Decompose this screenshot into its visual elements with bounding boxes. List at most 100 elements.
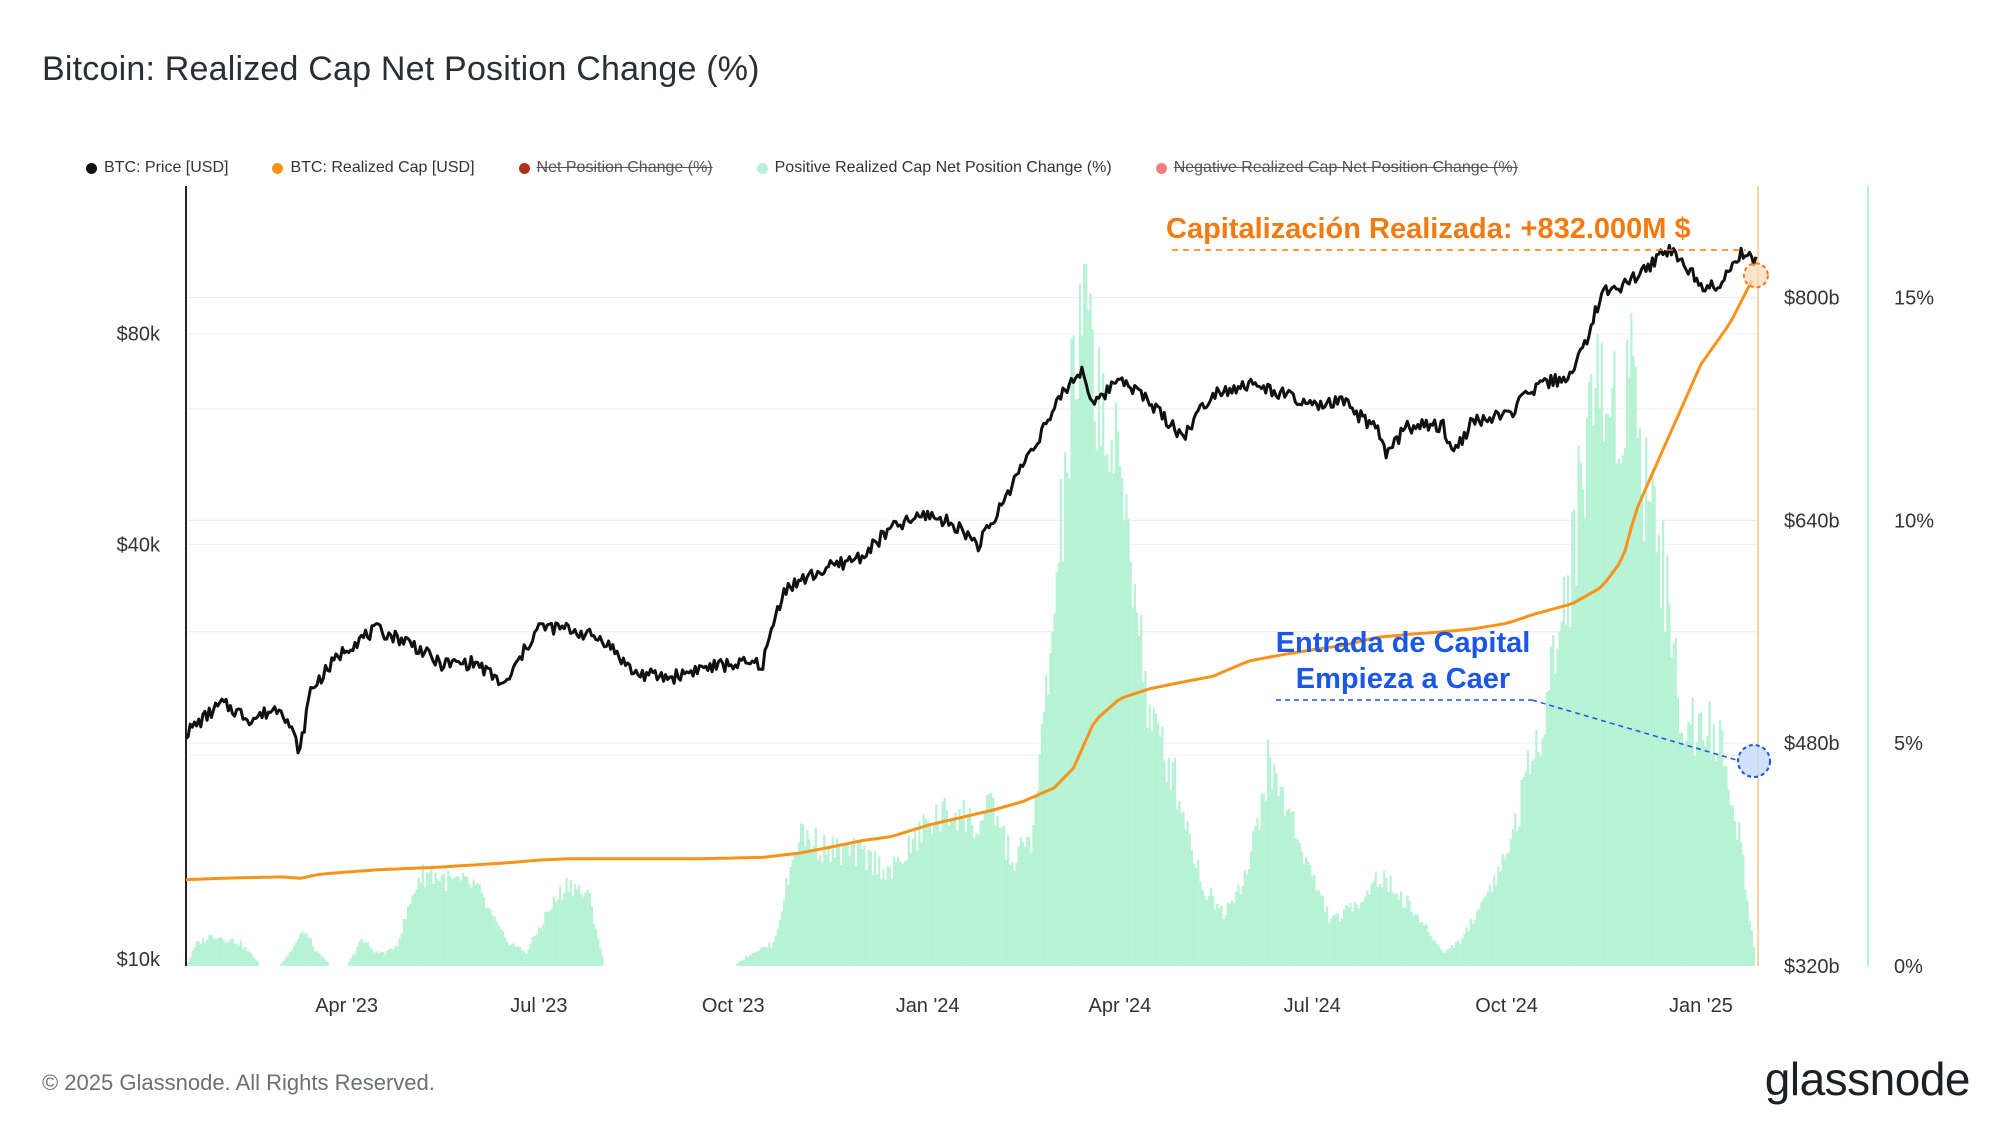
positive-change-bar <box>280 963 283 966</box>
positive-change-bar <box>1499 871 1502 966</box>
y-left-tick-label: $80k <box>117 324 161 346</box>
positive-change-bar <box>1700 712 1703 966</box>
positive-change-bar <box>1459 943 1462 966</box>
positive-change-bar <box>1264 800 1267 966</box>
positive-change-bar <box>1442 952 1445 966</box>
positive-change-bar <box>521 950 524 966</box>
positive-change-bar <box>1112 473 1115 966</box>
positive-change-bar <box>311 946 315 966</box>
legend-item[interactable]: BTC: Price [USD] <box>86 159 228 177</box>
positive-change-bar <box>1323 912 1327 966</box>
positive-change-bar <box>755 952 758 966</box>
positive-change-bar <box>804 845 807 966</box>
positive-change-bar <box>1123 520 1126 966</box>
positive-change-bar <box>523 951 526 966</box>
positive-change-bar <box>1061 562 1065 966</box>
legend-item[interactable]: BTC: Realized Cap [USD] <box>272 159 475 177</box>
positive-change-bar <box>597 938 600 966</box>
positive-change-bar <box>377 952 380 966</box>
positive-change-bar <box>1135 612 1139 966</box>
positive-change-bar <box>1444 952 1447 966</box>
positive-change-bar <box>922 814 925 966</box>
positive-change-bar <box>911 838 915 966</box>
positive-change-bar <box>1347 907 1350 966</box>
positive-change-bar <box>740 960 743 966</box>
positive-change-bar <box>1482 898 1485 966</box>
positive-change-bar <box>949 820 953 966</box>
positive-change-bar <box>1596 334 1599 966</box>
positive-change-bar <box>434 872 437 966</box>
legend-item[interactable]: Net Position Change (%) <box>518 159 713 177</box>
positive-change-bar <box>1038 754 1041 966</box>
positive-change-bar <box>1689 724 1692 966</box>
positive-change-bar <box>1541 738 1544 966</box>
positive-change-bar <box>861 848 864 966</box>
positive-change-bar <box>506 941 509 966</box>
positive-change-bar <box>417 877 420 966</box>
positive-change-bar <box>453 877 456 966</box>
positive-change-bar <box>1152 707 1156 966</box>
positive-change-bar <box>1266 739 1270 966</box>
positive-change-bar <box>749 955 752 966</box>
positive-change-bar <box>1138 636 1141 966</box>
positive-change-bar <box>1064 452 1067 966</box>
positive-change-bar <box>559 886 562 966</box>
positive-change-bar <box>1522 776 1525 966</box>
positive-change-bar <box>776 929 779 966</box>
positive-change-bar <box>1438 946 1441 966</box>
positive-change-bar <box>1706 735 1709 966</box>
positive-change-bar <box>400 933 403 966</box>
positive-change-bar <box>366 942 370 966</box>
positive-change-bar <box>1678 732 1682 966</box>
positive-change-bar <box>1573 509 1576 966</box>
positive-change-bar <box>466 877 469 966</box>
positive-change-bar <box>383 954 386 966</box>
positive-change-bar <box>1376 886 1379 966</box>
positive-change-bar <box>1211 895 1215 966</box>
y-mid-tick-label: $320b <box>1784 956 1840 978</box>
positive-change-bar <box>1733 821 1737 966</box>
positive-change-bar <box>1476 910 1479 966</box>
positive-change-bar <box>208 935 211 966</box>
positive-change-bar <box>916 851 919 966</box>
positive-change-bar <box>575 889 579 966</box>
positive-change-bar <box>846 844 849 966</box>
positive-change-bar <box>1588 381 1591 966</box>
positive-change-bar <box>1097 347 1101 966</box>
positive-change-bar <box>282 960 285 966</box>
legend-item[interactable]: Positive Realized Cap Net Position Chang… <box>756 159 1112 177</box>
positive-change-bar <box>926 821 929 966</box>
positive-change-bar <box>349 958 353 966</box>
positive-change-bar <box>772 942 775 966</box>
positive-change-bar <box>1298 842 1301 966</box>
positive-change-bar <box>977 834 980 966</box>
positive-change-bar <box>1649 501 1652 966</box>
positive-change-bar <box>548 911 551 966</box>
positive-change-bar <box>210 934 213 966</box>
realized-cap-line <box>185 280 1754 882</box>
positive-change-bar <box>1385 877 1388 966</box>
legend-item[interactable]: Negative Realized Cap Net Position Chang… <box>1155 159 1518 177</box>
positive-change-bar <box>1414 913 1418 966</box>
x-tick-label: Jul '24 <box>1284 995 1341 1017</box>
glassnode-logo[interactable]: glassnode <box>1764 1053 1971 1105</box>
positive-change-bar <box>966 813 970 966</box>
positive-change-bar <box>1197 859 1200 966</box>
positive-change-bar <box>1114 402 1117 966</box>
positive-change-bar <box>1672 642 1675 966</box>
positive-change-bar <box>1473 919 1477 966</box>
positive-change-bar <box>873 851 877 966</box>
positive-change-bar <box>303 934 306 966</box>
positive-change-bar <box>318 953 321 966</box>
positive-change-bar <box>1034 794 1037 966</box>
positive-change-bar <box>1159 736 1162 966</box>
positive-change-bar <box>1087 310 1090 967</box>
legend-swatch-icon <box>756 162 768 174</box>
positive-change-bar <box>544 911 547 966</box>
positive-change-bar <box>1463 933 1466 966</box>
positive-change-bar <box>1746 900 1749 966</box>
positive-change-bar <box>918 821 921 966</box>
y-left-tick-label: $40k <box>117 534 161 556</box>
positive-change-bar <box>1632 356 1635 967</box>
positive-change-bar <box>1245 874 1248 966</box>
